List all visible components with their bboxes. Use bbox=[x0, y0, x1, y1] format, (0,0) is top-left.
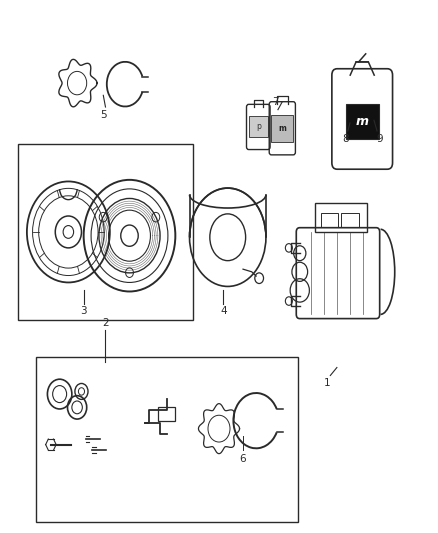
Text: 9: 9 bbox=[376, 134, 382, 143]
Bar bbox=[158, 407, 175, 421]
Bar bbox=[341, 213, 359, 227]
Text: 6: 6 bbox=[240, 454, 246, 464]
Text: 5: 5 bbox=[100, 110, 106, 120]
Text: p: p bbox=[256, 122, 261, 131]
Bar bbox=[321, 213, 338, 227]
Text: 1: 1 bbox=[324, 378, 331, 388]
Text: m: m bbox=[356, 115, 369, 128]
Bar bbox=[35, 357, 297, 522]
Text: 3: 3 bbox=[80, 306, 87, 317]
Bar bbox=[18, 144, 193, 320]
Bar bbox=[315, 203, 367, 232]
Bar bbox=[346, 104, 378, 139]
Text: 4: 4 bbox=[220, 306, 227, 317]
Bar bbox=[272, 115, 293, 142]
Text: 2: 2 bbox=[102, 318, 109, 328]
Bar bbox=[249, 116, 268, 138]
Text: m: m bbox=[279, 124, 286, 133]
Text: 8: 8 bbox=[343, 134, 349, 143]
Text: 7: 7 bbox=[272, 97, 279, 107]
